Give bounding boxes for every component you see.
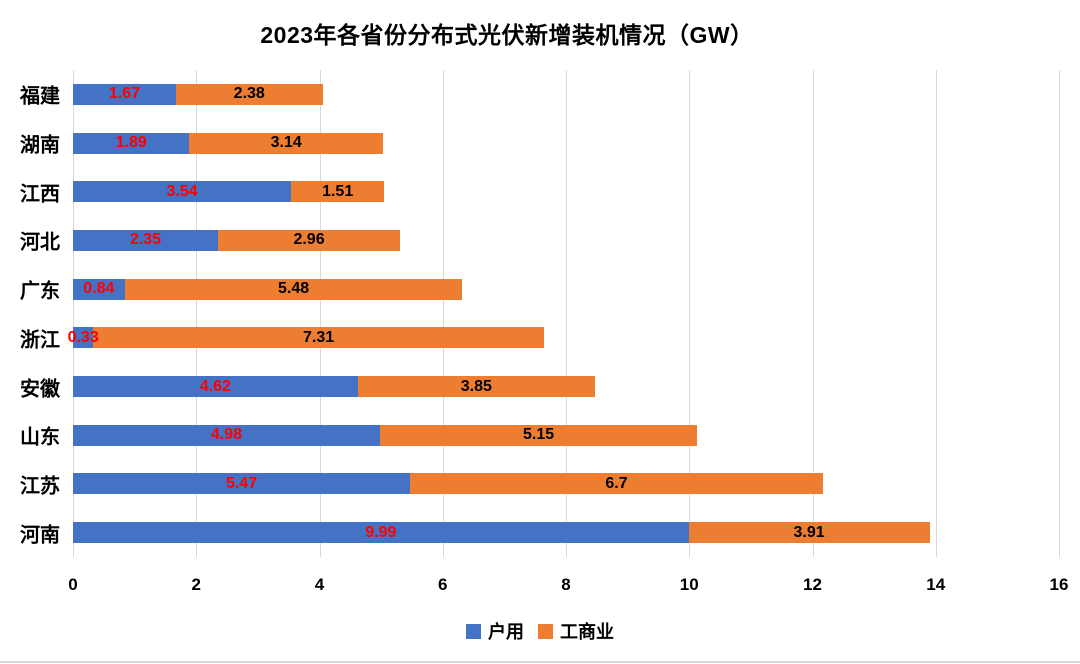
bar-track: 5.47 6.7: [73, 473, 823, 495]
bar-segment-residential: 1.89: [73, 132, 190, 154]
category-label: 广东: [20, 280, 60, 303]
x-axis-tick-label: 2: [191, 575, 201, 594]
value-label-residential: 4.98: [210, 426, 243, 444]
legend-label: 工商业: [560, 622, 614, 642]
legend-label: 户用: [488, 622, 524, 642]
chart-title: 2023年各省份分布式光伏新增装机情况（GW）: [260, 22, 754, 48]
bar-row: 广东 0.84 5.48: [20, 278, 1059, 303]
bar-segment-commercial: 7.31: [93, 327, 544, 349]
bar-segment-residential: 3.54: [73, 181, 292, 203]
bar-row: 江西 3.54 1.51: [20, 181, 1059, 205]
value-label-commercial: 7.31: [302, 328, 335, 346]
x-axis-tick-label: 8: [561, 575, 571, 594]
legend-swatch-icon: [466, 623, 481, 639]
bar-segment-residential: 4.98: [73, 424, 380, 446]
bar-segment-residential: 4.62: [73, 376, 358, 398]
value-label-commercial: 3.14: [270, 134, 302, 152]
category-label: 河北: [20, 231, 60, 254]
x-axis-tick-label: 0: [68, 575, 78, 594]
legend: 户用 工商业: [0, 618, 1080, 644]
bar-segment-residential: 2.35: [73, 229, 218, 251]
bar-row: 河南 9.99 3.91: [20, 522, 1059, 546]
gridline: [73, 70, 74, 557]
x-axis-tick-label: 12: [803, 575, 822, 594]
category-label: 浙江: [20, 329, 60, 352]
category-label: 江苏: [20, 475, 60, 498]
value-label-residential: 4.62: [199, 377, 231, 395]
value-label-residential: 3.54: [166, 182, 198, 200]
bar-track: 1.67 2.38: [73, 83, 323, 105]
value-label-commercial: 5.15: [522, 426, 555, 444]
category-label: 山东: [20, 426, 60, 449]
gridline: [196, 70, 198, 557]
value-label-commercial: 5.48: [278, 280, 310, 298]
value-label-commercial: 1.51: [322, 182, 354, 200]
legend-swatch-icon: [538, 623, 553, 639]
bar-segment-residential: 5.47: [73, 473, 411, 495]
gridline: [319, 70, 321, 557]
bar-row: 安徽 4.62 3.85: [20, 376, 1059, 400]
value-label-residential: 5.47: [225, 474, 258, 492]
bar-row: 浙江 0.33 7.31: [20, 327, 1059, 351]
gridline: [442, 70, 444, 557]
value-label-residential: 1.67: [108, 85, 141, 103]
bar-track: 3.54 1.51: [73, 181, 385, 203]
legend-item: 工商业: [538, 618, 614, 644]
bar-segment-commercial: 1.51: [291, 181, 385, 203]
bar-segment-commercial: 6.7: [410, 473, 823, 495]
category-label: 河南: [20, 524, 60, 547]
value-label-commercial: 3.85: [460, 377, 492, 395]
bar-segment-residential: 0.84: [73, 278, 125, 300]
gridline: [935, 70, 937, 557]
x-axis-tick-label: 16: [1049, 575, 1069, 594]
value-label-commercial: 6.7: [605, 474, 628, 492]
bar-segment-residential: 1.67: [73, 83, 176, 105]
legend-item: 户用: [466, 618, 524, 644]
value-label-commercial: 2.38: [233, 85, 265, 103]
bar-row: 江苏 5.47 6.7: [20, 473, 1059, 497]
x-axis-tick-label: 14: [926, 575, 946, 594]
value-label-residential: 0.33: [67, 328, 99, 346]
chart-bottom-border: [0, 661, 1080, 663]
value-label-commercial: 3.91: [793, 523, 825, 541]
category-label: 福建: [20, 85, 60, 108]
bar-track: 4.98 5.15: [73, 424, 698, 446]
bar-segment-commercial: 2.96: [217, 229, 401, 251]
category-label: 湖南: [20, 134, 60, 157]
gridline: [689, 70, 691, 557]
value-label-commercial: 2.96: [293, 231, 325, 249]
gridline: [1059, 70, 1060, 557]
bar-track: 0.84 5.48: [73, 278, 463, 300]
bar-segment-commercial: 3.85: [357, 376, 595, 398]
bar-row: 福建 1.67 2.38: [20, 83, 1059, 108]
bar-row: 湖南 1.89 3.14: [20, 132, 1059, 157]
bar-segment-commercial: 3.91: [688, 522, 930, 544]
category-label: 江西: [20, 183, 60, 206]
value-label-residential: 2.35: [129, 231, 161, 249]
bar-row: 河北 2.35 2.96: [20, 229, 1059, 254]
bar-segment-commercial: 5.15: [379, 424, 698, 446]
bar-segment-commercial: 3.14: [189, 132, 383, 154]
bar-track: 4.62 3.85: [73, 376, 595, 398]
bar-segment-commercial: 5.48: [124, 278, 463, 300]
bar-track: 9.99 3.91: [73, 522, 930, 544]
value-label-residential: 1.89: [115, 134, 147, 152]
x-axis-tick-label: 6: [438, 575, 448, 594]
bar-row: 山东 4.98 5.15: [20, 424, 1059, 449]
value-label-residential: 9.99: [365, 523, 397, 541]
gridline: [812, 70, 814, 557]
bar-track: 0.33 7.31: [68, 327, 544, 349]
bar-track: 2.35 2.96: [73, 229, 401, 251]
bar-segment-residential: 0.33: [68, 327, 99, 349]
x-axis-tick-label: 10: [679, 575, 699, 594]
gridline: [566, 70, 567, 557]
value-label-residential: 0.84: [83, 280, 115, 298]
bar-track: 1.89 3.14: [73, 132, 383, 154]
bar-segment-residential: 9.99: [73, 522, 689, 544]
x-axis-tick-label: 4: [314, 575, 325, 594]
plot-area: 福建 1.67 2.38 湖南 1.89 3.14 江西 3.54 1.51 河北 2.35 2.96…: [20, 70, 1060, 557]
bar-segment-commercial: 2.38: [175, 83, 323, 105]
category-label: 安徽: [20, 378, 60, 401]
